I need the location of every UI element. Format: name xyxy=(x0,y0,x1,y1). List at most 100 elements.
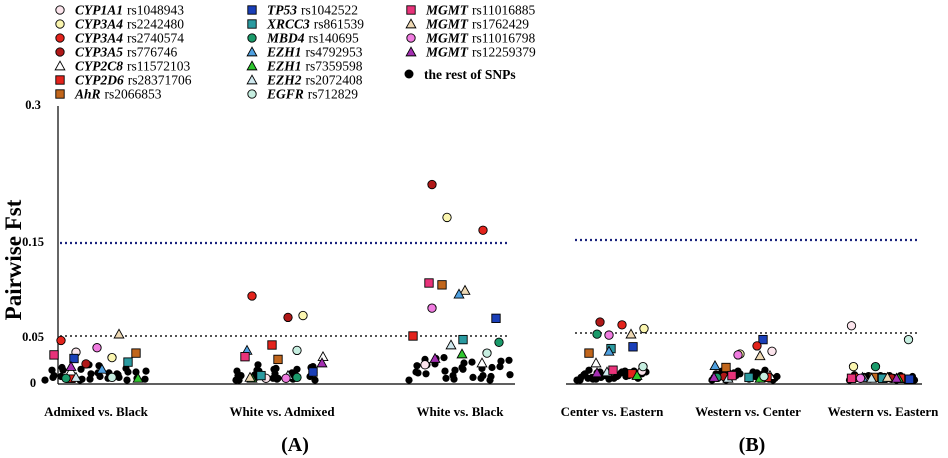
point-rest-snp xyxy=(77,365,85,373)
category-label-western-vs-center: Western vs. Center xyxy=(695,404,801,419)
legend-label-rs140695: MBD4 rs140695 xyxy=(266,31,359,46)
point-rs12259379 xyxy=(316,357,328,368)
point-rs2740574 xyxy=(617,320,627,330)
point-rest-snp xyxy=(592,375,600,383)
legend-item-ahr-rs2066853: AhR rs2066853 xyxy=(55,87,162,102)
legend-marker-rs11572103 xyxy=(54,60,66,71)
point-rs2740574 xyxy=(247,291,257,301)
legend-gene-rs2242480: CYP3A4 xyxy=(75,17,123,32)
point-rs2072408 xyxy=(70,371,82,382)
point-rs11016798 xyxy=(92,343,102,353)
category-label-white-vs-black: White vs. Black xyxy=(416,404,504,419)
legend-marker-rs861539 xyxy=(247,19,257,29)
point-rs2740574 xyxy=(752,341,762,351)
category-label-center-vs-eastern: Center vs. Eastern xyxy=(561,404,664,419)
point-rs11016885 xyxy=(49,350,59,360)
legend-marker-rs28371706 xyxy=(55,75,65,85)
legend-item-rest: the rest of SNPs xyxy=(404,67,516,82)
ytick-label-0: 0 xyxy=(30,376,36,390)
point-rs7359598 xyxy=(631,369,643,380)
point-rs140695 xyxy=(494,337,504,347)
legend-snp-rs11572103: rs11572103 xyxy=(127,59,190,74)
legend-item-mbd4-rs140695: MBD4 rs140695 xyxy=(247,31,359,46)
point-rest-snp xyxy=(442,374,450,382)
legend-item-tp53-rs1042522: TP53 rs1042522 xyxy=(247,3,358,18)
legend-marker-rest xyxy=(404,69,414,79)
panel-label-b: (B) xyxy=(739,434,766,456)
point-rs2242480 xyxy=(107,352,117,363)
point-rest-snp xyxy=(311,376,319,384)
point-rs1762429 xyxy=(459,284,471,295)
legend-snp-rs712829: rs712829 xyxy=(308,87,358,102)
legend-item-ezh1-rs4792953: EZH1 rs4792953 xyxy=(246,45,363,60)
legend-marker-rs11016885 xyxy=(406,5,416,15)
point-rs11016885 xyxy=(727,370,737,381)
legend-item-cyp3a5-rs776746: CYP3A5 rs776746 xyxy=(55,45,178,60)
point-rs1048943 xyxy=(846,321,857,331)
legend-label-rs861539: XRCC3 rs861539 xyxy=(266,17,364,32)
point-rs2740574 xyxy=(478,225,488,235)
y-axis: 0.3 0.15 0.05 0 Pairwise Fst xyxy=(1,98,59,390)
point-rs2740574 xyxy=(56,335,66,346)
point-rs712829 xyxy=(759,371,769,382)
point-rest-snp xyxy=(274,374,282,382)
point-rs1042522 xyxy=(628,342,638,352)
point-rs2072408 xyxy=(445,339,457,350)
point-rs2072408 xyxy=(865,372,878,383)
point-rs1042522 xyxy=(308,367,318,377)
point-rs11016885 xyxy=(240,352,250,362)
point-rest-snp xyxy=(458,363,466,372)
point-rest-snp xyxy=(506,371,514,379)
group-western-vs-eastern xyxy=(845,321,919,384)
point-rest-snp xyxy=(451,366,459,374)
point-rs4792953 xyxy=(603,345,615,356)
point-rs28371706 xyxy=(408,331,418,341)
legend-item-cyp2c8-rs11572103: CYP2C8 rs11572103 xyxy=(54,59,191,74)
legend-item-mgmt-rs11016798: MGMT rs11016798 xyxy=(406,31,536,46)
legend-label-rs11572103: CYP2C8 rs11572103 xyxy=(75,59,191,74)
point-rs776746 xyxy=(595,317,605,327)
legend-label-rs1042522: TP53 rs1042522 xyxy=(267,3,358,18)
legend-gene-rs1042522: TP53 xyxy=(267,3,297,18)
legend-snp-rs28371706: rs28371706 xyxy=(128,73,192,88)
legend-marker-rs2072408 xyxy=(246,74,258,85)
legend-snp-rs2740574: rs2740574 xyxy=(127,31,184,46)
point-rest-snp xyxy=(496,363,504,371)
legend-item-cyp3a4-rs2740574: CYP3A4 rs2740574 xyxy=(55,31,184,46)
point-rs4792953 xyxy=(709,359,721,371)
point-rs712829 xyxy=(903,334,914,345)
point-rest-snp xyxy=(488,363,496,372)
panel-label-a: (A) xyxy=(281,434,309,456)
point-rs1762429 xyxy=(244,371,256,382)
point-rs11016798 xyxy=(733,350,743,360)
legend-snp-rs776746: rs776746 xyxy=(127,45,177,60)
point-rest-snp xyxy=(449,372,457,380)
legend-rest-label: the rest of SNPs xyxy=(424,67,516,82)
y-axis-title: Pairwise Fst xyxy=(1,199,26,320)
legend-marker-rs12259379 xyxy=(405,46,417,57)
point-rest-snp xyxy=(576,376,584,384)
point-rest-snp xyxy=(141,375,149,383)
legend-gene-rs11016885: MGMT xyxy=(425,3,469,18)
point-rest-snp xyxy=(41,376,49,384)
point-rs7359598 xyxy=(456,348,468,359)
legend-label-rs2072408: EZH2 rs2072408 xyxy=(266,73,363,88)
legend-item-cyp2d6-rs28371706: CYP2D6 rs28371706 xyxy=(55,73,192,88)
point-rs861539 xyxy=(744,372,754,383)
point-rs11016885 xyxy=(608,365,618,375)
legend-item-cyp3a4-rs2242480: CYP3A4 rs2242480 xyxy=(55,17,184,32)
legend-label-rs4792953: EZH1 rs4792953 xyxy=(266,45,363,60)
point-rs11016885 xyxy=(424,278,434,288)
legend-column-1: CYP1A1 rs1048943 CYP3A4 rs2242480 CYP3A4 rs27… xyxy=(54,3,192,102)
point-rs11572103 xyxy=(590,357,602,368)
ytick-label-0.3: 0.3 xyxy=(25,98,41,112)
legend-gene-rs2072408: EZH2 xyxy=(266,73,302,88)
category-label-white-vs-admixed: White vs. Admixed xyxy=(229,404,335,419)
legend-label-rs776746: CYP3A5 rs776746 xyxy=(75,45,178,60)
legend-snp-rs1042522: rs1042522 xyxy=(301,3,358,18)
point-rs140695 xyxy=(592,329,602,339)
point-rs1762429 xyxy=(754,350,766,361)
